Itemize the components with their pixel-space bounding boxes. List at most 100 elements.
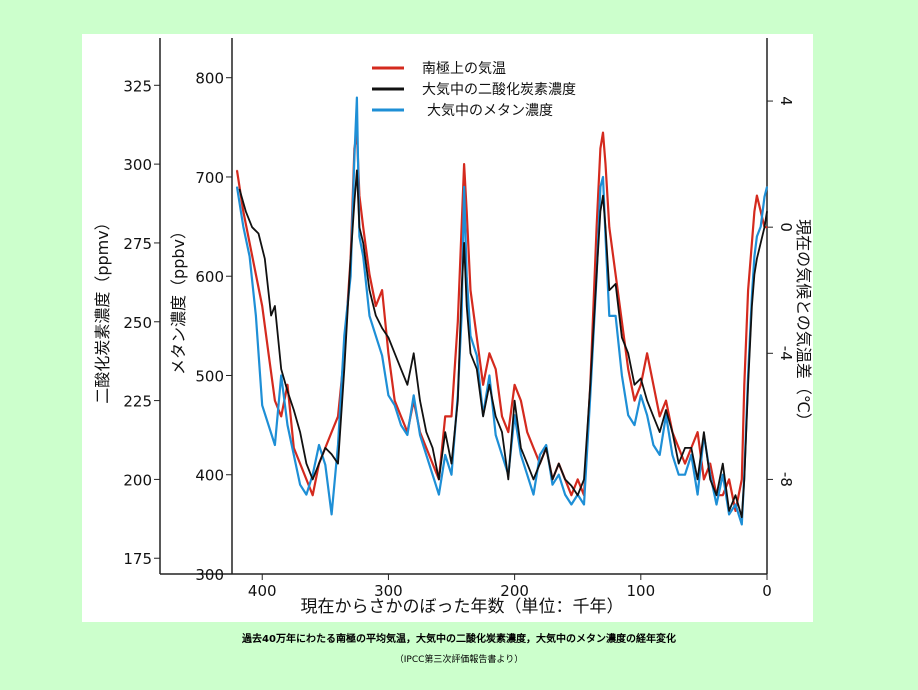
data-point-methane xyxy=(633,424,636,426)
data-point-temperature xyxy=(734,510,737,512)
data-point-co2 xyxy=(690,447,692,449)
data-point-co2 xyxy=(604,226,607,228)
data-point-temperature xyxy=(476,336,478,339)
data-point-methane xyxy=(564,494,566,496)
data-point-co2 xyxy=(633,384,636,386)
data-point-temperature xyxy=(684,463,686,465)
data-point-co2 xyxy=(286,390,289,392)
data-point-methane xyxy=(274,444,276,446)
data-point-temperature xyxy=(514,384,516,386)
data-point-methane xyxy=(267,424,270,426)
data-point-methane xyxy=(488,374,490,377)
data-point-co2 xyxy=(353,201,355,203)
data-point-methane xyxy=(387,394,389,396)
data-point-methane xyxy=(551,484,554,486)
data-point-methane xyxy=(466,275,468,277)
data-point-methane xyxy=(343,335,345,337)
data-point-temperature xyxy=(570,494,572,496)
methane-tick-label: 500 xyxy=(195,367,224,385)
data-point-co2 xyxy=(387,336,389,339)
data-point-temperature xyxy=(756,195,758,197)
methane-tick-label: 400 xyxy=(195,467,224,485)
data-point-methane xyxy=(583,503,585,506)
data-point-co2 xyxy=(766,210,768,212)
data-point-temperature xyxy=(627,368,629,370)
data-point-temperature xyxy=(703,478,705,480)
data-point-methane xyxy=(444,454,446,456)
x-tick-label: 400 xyxy=(248,582,277,600)
data-point-temperature xyxy=(743,384,745,386)
data-point-co2 xyxy=(728,510,730,512)
data-point-co2 xyxy=(596,273,598,276)
co2-tick-label: 250 xyxy=(123,314,152,332)
co2-tick-label: 325 xyxy=(123,77,152,95)
data-point-methane xyxy=(665,414,667,416)
data-point-methane xyxy=(646,414,648,416)
figure-caption: 過去40万年にわたる南極の平均気温，大気中の二酸化炭素濃度，大気中のメタン濃度の… xyxy=(242,634,676,645)
data-point-temperature xyxy=(267,352,270,354)
data-point-temperature xyxy=(337,415,339,417)
co2-tick-label: 200 xyxy=(123,471,152,489)
data-point-methane xyxy=(249,255,251,257)
data-point-co2 xyxy=(495,415,497,417)
data-point-methane xyxy=(438,494,440,496)
data-point-temperature xyxy=(526,431,528,433)
data-point-methane xyxy=(236,186,238,188)
data-point-methane xyxy=(520,454,522,456)
data-point-co2 xyxy=(324,447,326,449)
x-tick-label: 200 xyxy=(500,582,529,600)
data-point-temperature xyxy=(608,226,610,228)
data-point-temperature xyxy=(381,289,383,291)
data-point-temperature xyxy=(621,321,623,323)
data-point-methane xyxy=(570,503,572,506)
data-point-methane xyxy=(763,196,766,198)
data-point-temperature xyxy=(652,384,655,386)
data-point-co2 xyxy=(350,258,352,260)
co2-axis-label: 二酸化炭素濃度（ppmv） xyxy=(93,214,112,403)
data-point-methane xyxy=(722,474,724,476)
data-point-temperature xyxy=(236,169,238,171)
data-point-temperature xyxy=(261,305,263,307)
co2-tick-label: 175 xyxy=(123,550,152,568)
data-point-temperature xyxy=(577,478,579,480)
data-point-temperature xyxy=(678,447,680,449)
data-point-methane xyxy=(741,523,743,525)
data-point-co2 xyxy=(564,478,566,480)
data-point-temperature xyxy=(387,352,389,354)
data-point-temperature xyxy=(488,352,490,354)
data-point-co2 xyxy=(425,431,427,433)
data-point-co2 xyxy=(539,463,541,465)
data-point-co2 xyxy=(438,478,440,480)
data-point-co2 xyxy=(558,463,560,465)
data-point-temperature xyxy=(633,400,636,402)
data-point-co2 xyxy=(640,377,642,380)
data-point-co2 xyxy=(760,242,762,244)
data-point-temperature xyxy=(305,478,307,480)
temperature-tick-label: 4 xyxy=(777,96,795,106)
data-point-temperature xyxy=(466,210,468,212)
data-point-methane xyxy=(362,255,364,257)
data-point-methane xyxy=(469,335,472,337)
series-line-methane xyxy=(235,96,769,526)
co2-tick-label: 275 xyxy=(123,235,152,253)
data-point-methane xyxy=(608,315,610,317)
data-point-temperature xyxy=(425,447,427,449)
data-point-co2 xyxy=(368,289,371,291)
data-point-co2 xyxy=(463,242,465,244)
data-point-methane xyxy=(261,404,263,406)
data-point-methane xyxy=(715,503,718,506)
data-point-co2 xyxy=(488,384,490,386)
data-point-temperature xyxy=(604,163,607,165)
data-point-methane xyxy=(760,226,762,228)
data-point-co2 xyxy=(697,478,699,480)
data-point-co2 xyxy=(589,384,591,386)
x-tick-label: 100 xyxy=(626,582,655,600)
data-point-temperature xyxy=(709,463,711,465)
data-point-methane xyxy=(280,374,282,377)
axes-layer: 1752002252502753003253004005006007008004… xyxy=(123,38,795,600)
data-point-co2 xyxy=(743,478,745,480)
data-point-methane xyxy=(337,444,339,446)
data-point-temperature xyxy=(463,163,465,165)
data-point-methane xyxy=(368,315,371,317)
data-point-methane xyxy=(419,434,421,436)
